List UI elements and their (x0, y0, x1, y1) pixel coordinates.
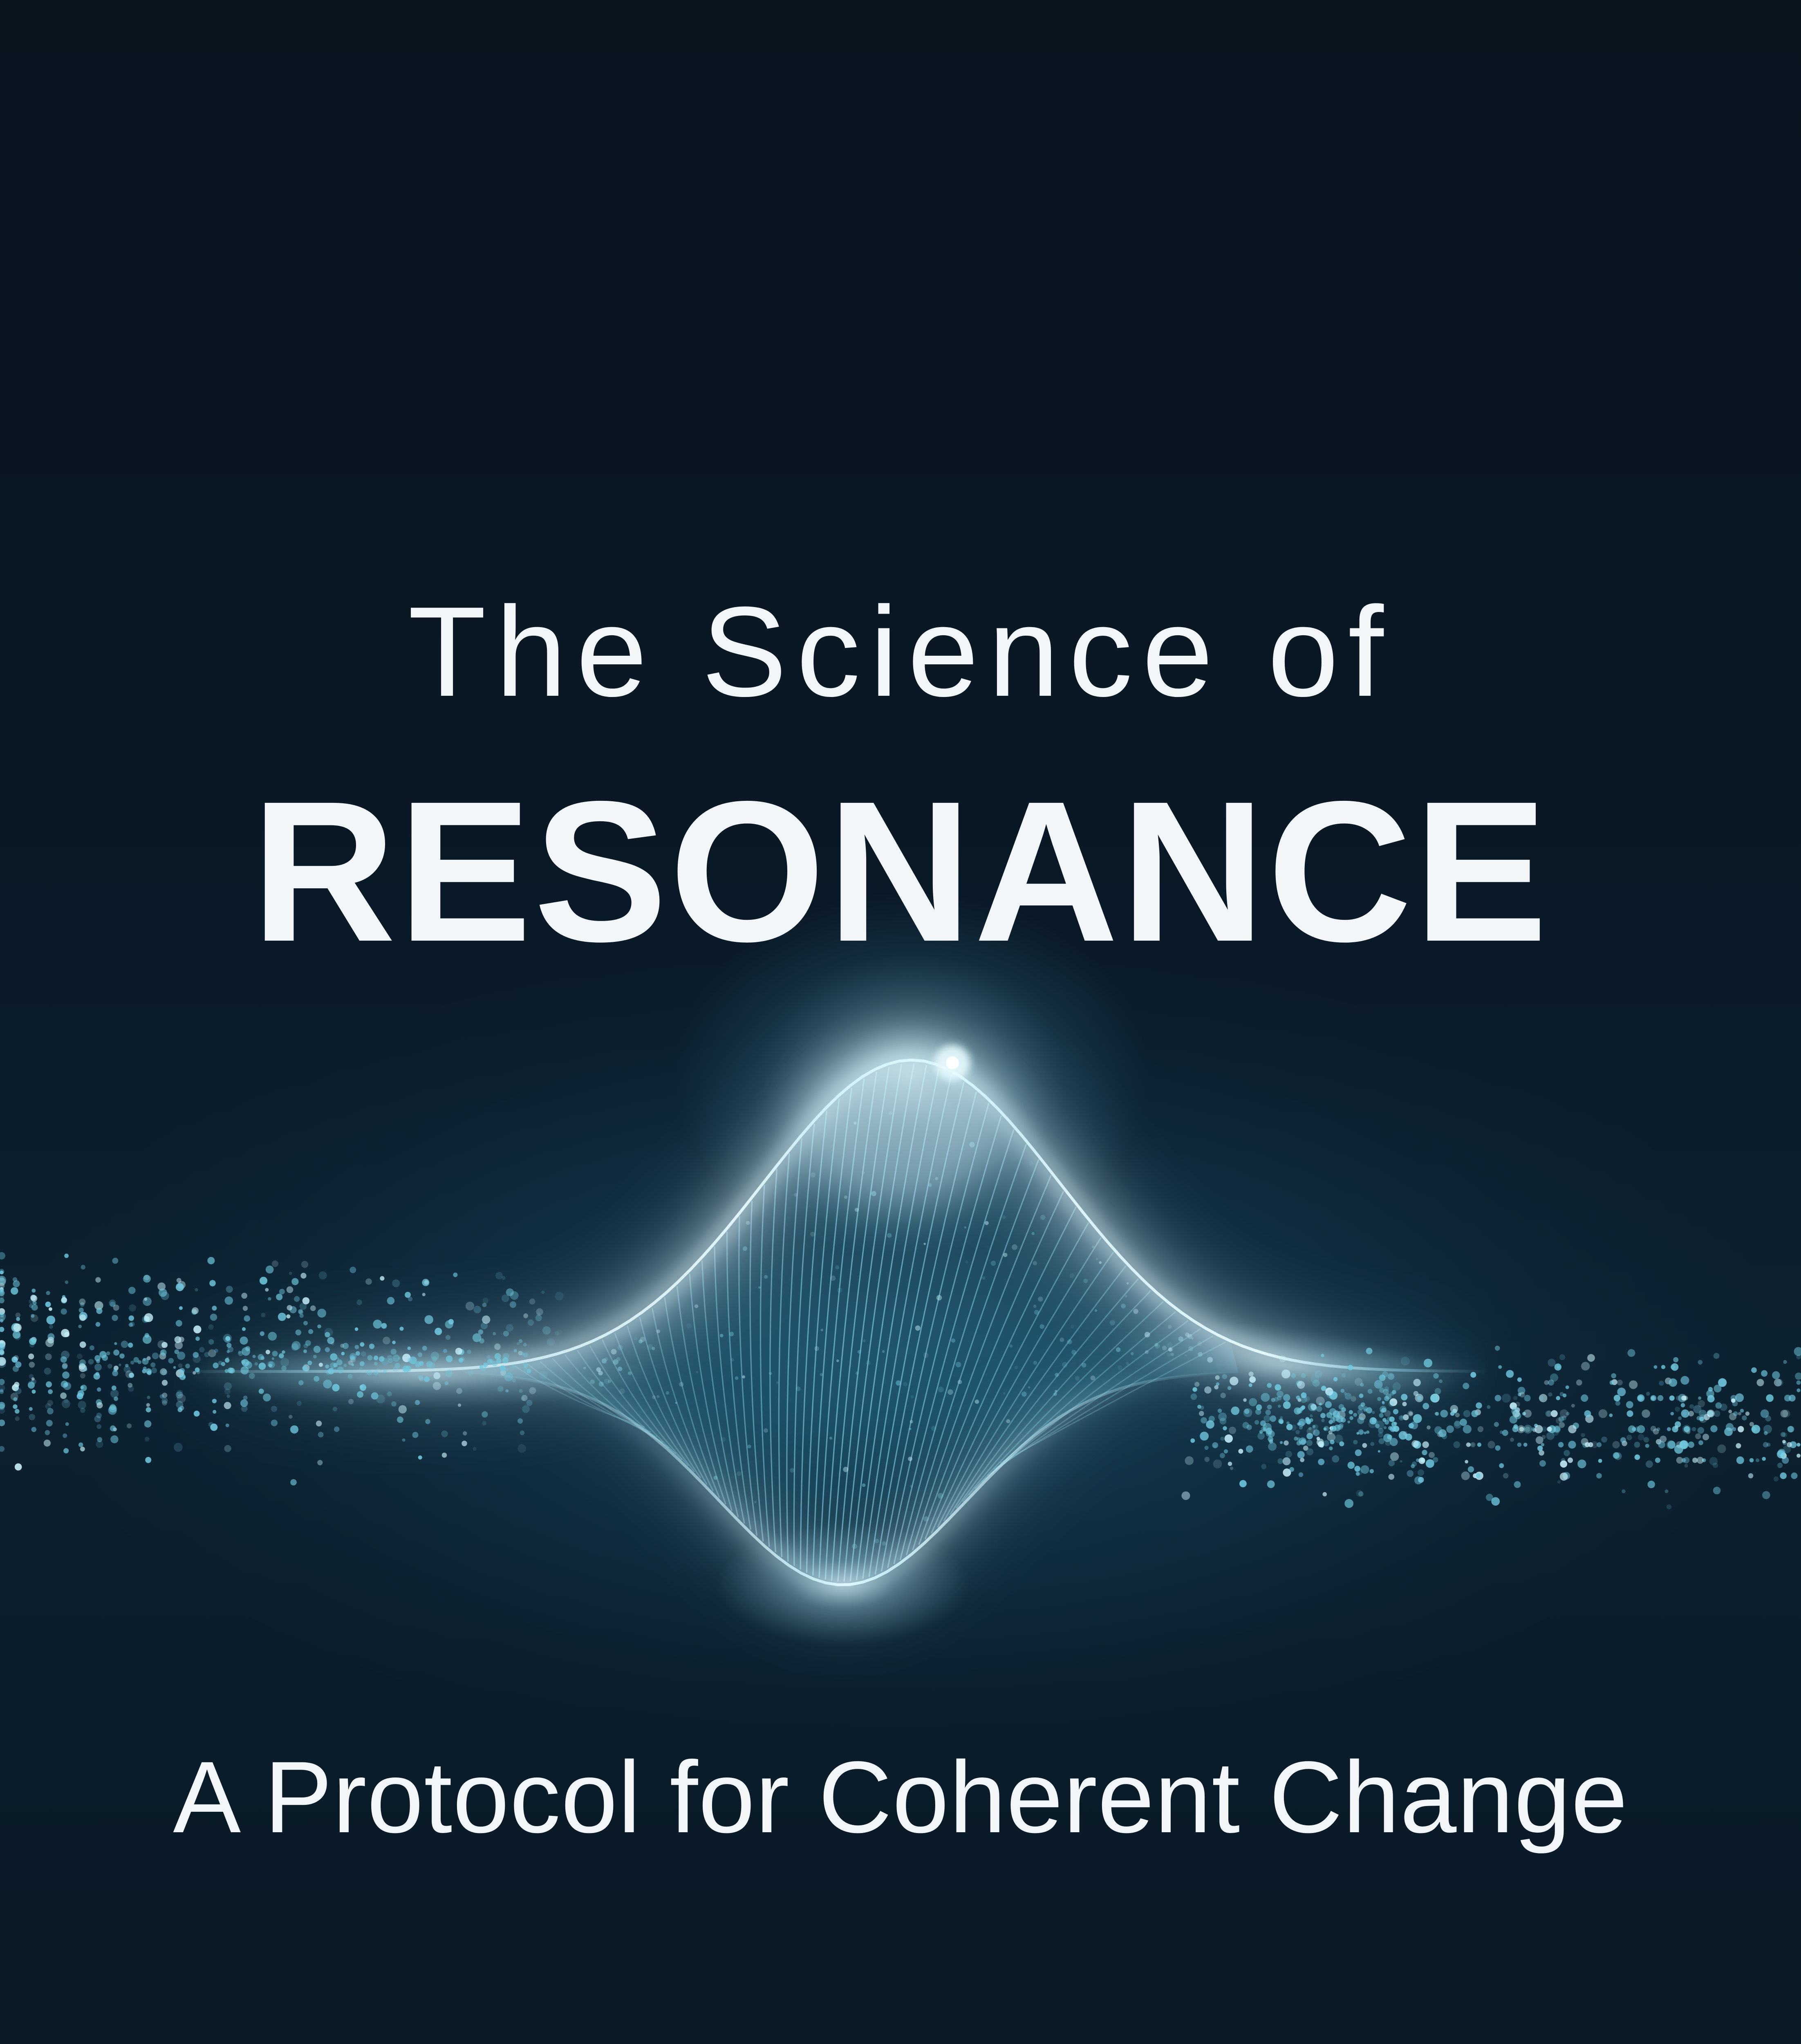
apex-spark-core (946, 1056, 959, 1069)
apex-core-glow (799, 1055, 1004, 1210)
subtitle: A Protocol for Coherent Change (0, 1746, 1801, 1848)
title-kicker: The Science of (0, 588, 1801, 716)
book-cover: The Science of RESONANCE A Protocol for … (0, 0, 1801, 2044)
title-main: RESONANCE (0, 771, 1801, 971)
trough-glow (716, 1523, 970, 1646)
resonance-wave-graphic (0, 0, 1801, 2044)
